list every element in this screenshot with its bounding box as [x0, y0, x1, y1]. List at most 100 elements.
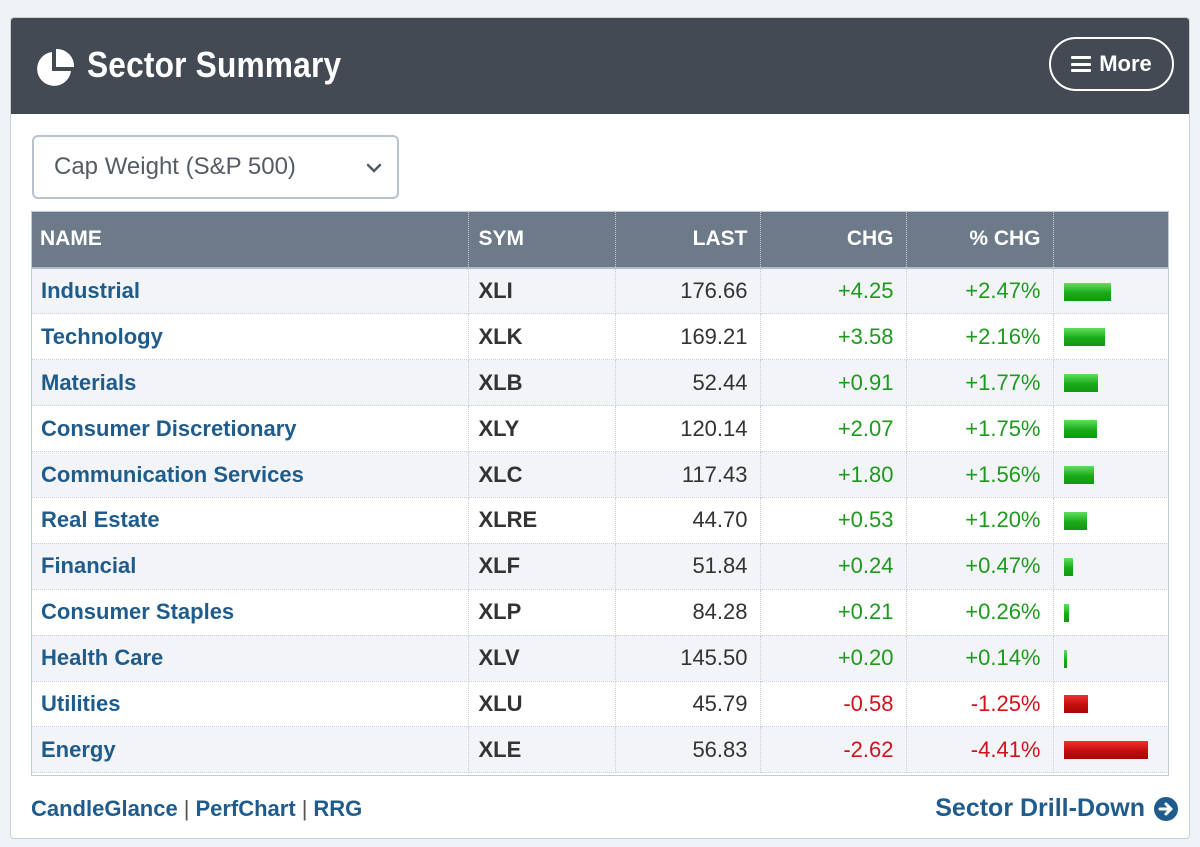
- pct-chg-bar-cell: [1053, 726, 1169, 774]
- pct-chg-bar-cell: [1053, 589, 1169, 636]
- drill-down-label: Sector Drill-Down: [935, 794, 1145, 822]
- pct-chg-bar-cell: [1053, 313, 1169, 361]
- sector-name-cell: Consumer Staples: [31, 589, 469, 636]
- sector-symbol: XLF: [468, 543, 616, 590]
- weighting-select[interactable]: Cap Weight (S&P 500): [32, 135, 399, 199]
- table-row: Energy XLE 56.83 -2.62 -4.41%: [31, 726, 1169, 774]
- table-row: Utilities XLU 45.79 -0.58 -1.25%: [31, 681, 1169, 728]
- sector-chg: -0.58: [760, 681, 907, 728]
- sector-drill-down-link[interactable]: Sector Drill-Down: [935, 794, 1179, 823]
- column-header-pct-chg[interactable]: % CHG: [906, 211, 1054, 269]
- arrow-circle-right-icon: [1154, 796, 1178, 821]
- column-header-bar: [1053, 211, 1169, 269]
- pct-chg-bar-cell: [1053, 681, 1169, 728]
- hamburger-menu-icon: [1071, 56, 1092, 72]
- sector-pct-chg: +0.14%: [906, 635, 1054, 682]
- sector-last: 56.83: [615, 726, 761, 774]
- column-header-last[interactable]: LAST: [615, 211, 761, 269]
- link-separator: |: [183, 796, 190, 821]
- sector-chg: +4.25: [760, 268, 907, 315]
- sector-last: 44.70: [615, 497, 761, 544]
- sector-chg: +0.53: [760, 497, 907, 544]
- sector-symbol: XLV: [468, 635, 616, 682]
- sector-symbol: XLE: [468, 726, 616, 774]
- sector-symbol: XLK: [468, 313, 616, 361]
- sector-symbol: XLU: [468, 681, 616, 728]
- sector-name-link[interactable]: Health Care: [41, 645, 164, 671]
- pct-chg-bar: [1063, 511, 1087, 530]
- pct-chg-bar-cell: [1053, 497, 1169, 544]
- pct-chg-bar: [1063, 420, 1097, 439]
- more-button[interactable]: More: [1049, 37, 1174, 91]
- pct-chg-bar: [1063, 695, 1088, 714]
- pct-chg-bar: [1063, 374, 1098, 393]
- sector-pct-chg: +2.47%: [906, 268, 1054, 315]
- sector-name-cell: Real Estate: [31, 497, 469, 544]
- table-row: Consumer Discretionary XLY 120.14 +2.07 +1.7…: [31, 405, 1169, 453]
- pie-chart-icon: [37, 48, 75, 86]
- sector-last: 52.44: [615, 359, 761, 407]
- sector-chg: +0.24: [760, 543, 907, 590]
- sector-last: 145.50: [615, 635, 761, 682]
- sector-name-link[interactable]: Energy: [41, 736, 116, 762]
- pct-chg-bar: [1063, 603, 1069, 622]
- table-row: Consumer Staples XLP 84.28 +0.21 +0.26%: [31, 589, 1169, 636]
- sector-name-link[interactable]: Industrial: [41, 278, 141, 304]
- panel-title: Sector Summary: [87, 44, 342, 85]
- table-header-row: NAME SYM LAST CHG % CHG: [31, 211, 1169, 269]
- table-row: Health Care XLV 145.50 +0.20 +0.14%: [31, 635, 1169, 682]
- sector-name-link[interactable]: Materials: [41, 369, 137, 395]
- sector-name-link[interactable]: Financial: [41, 553, 137, 579]
- sector-name-cell: Communication Services: [31, 451, 469, 498]
- sector-name-cell: Consumer Discretionary: [31, 405, 469, 453]
- sector-name-cell: Health Care: [31, 635, 469, 682]
- column-header-sym[interactable]: SYM: [468, 211, 616, 269]
- sector-chg: +3.58: [760, 313, 907, 361]
- sector-name-link[interactable]: Utilities: [41, 690, 121, 716]
- pct-chg-bar-cell: [1053, 359, 1169, 407]
- pct-chg-bar-cell: [1053, 543, 1169, 590]
- sector-name-link[interactable]: Consumer Discretionary: [41, 415, 297, 441]
- pct-chg-bar-cell: [1053, 451, 1169, 498]
- sector-symbol: XLI: [468, 268, 616, 315]
- sector-chg: +2.07: [760, 405, 907, 453]
- table-row: Real Estate XLRE 44.70 +0.53 +1.20%: [31, 497, 1169, 544]
- pct-chg-bar: [1063, 282, 1111, 301]
- sector-pct-chg: +0.26%: [906, 589, 1054, 636]
- sector-symbol: XLRE: [468, 497, 616, 544]
- rrg-link[interactable]: RRG: [313, 796, 363, 821]
- sector-pct-chg: -1.25%: [906, 681, 1054, 728]
- panel-header: Sector Summary More: [11, 18, 1189, 114]
- sector-symbol: XLC: [468, 451, 616, 498]
- sector-last: 84.28: [615, 589, 761, 636]
- pct-chg-bar: [1063, 741, 1148, 760]
- candleglance-link[interactable]: CandleGlance: [31, 796, 178, 821]
- sector-name-link[interactable]: Technology: [41, 323, 163, 349]
- sector-name-link[interactable]: Communication Services: [41, 461, 304, 487]
- pct-chg-bar: [1063, 649, 1067, 668]
- sector-chg: +0.21: [760, 589, 907, 636]
- perfchart-link[interactable]: PerfChart: [195, 796, 296, 821]
- sector-chg: -2.62: [760, 726, 907, 774]
- sector-symbol: XLP: [468, 589, 616, 636]
- sector-chg: +0.20: [760, 635, 907, 682]
- sector-name-cell: Technology: [31, 313, 469, 361]
- sector-name-link[interactable]: Consumer Staples: [41, 599, 235, 625]
- footer-links: CandleGlance | PerfChart | RRG: [31, 796, 362, 822]
- sector-symbol: XLY: [468, 405, 616, 453]
- column-header-chg[interactable]: CHG: [760, 211, 907, 269]
- sector-symbol: XLB: [468, 359, 616, 407]
- sector-name-cell: Materials: [31, 359, 469, 407]
- sector-name-cell: Utilities: [31, 681, 469, 728]
- sector-last: 117.43: [615, 451, 761, 498]
- pct-chg-bar: [1063, 557, 1073, 576]
- sector-last: 169.21: [615, 313, 761, 361]
- sector-last: 176.66: [615, 268, 761, 315]
- sector-pct-chg: +1.20%: [906, 497, 1054, 544]
- sector-chg: +1.80: [760, 451, 907, 498]
- table-row: Materials XLB 52.44 +0.91 +1.77%: [31, 359, 1169, 407]
- sector-name-link[interactable]: Real Estate: [41, 507, 160, 533]
- sector-pct-chg: +2.16%: [906, 313, 1054, 361]
- pct-chg-bar-cell: [1053, 635, 1169, 682]
- column-header-name[interactable]: NAME: [31, 211, 469, 269]
